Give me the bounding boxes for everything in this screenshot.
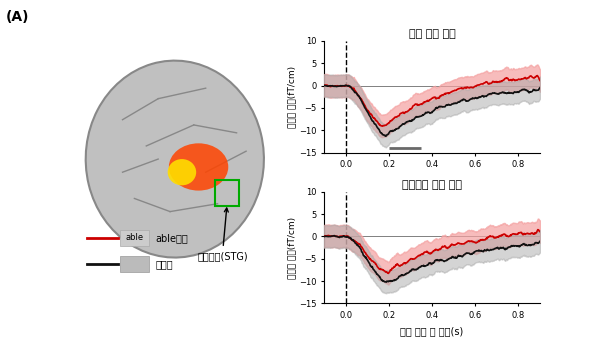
FancyBboxPatch shape [120,230,149,246]
Text: 노이즈: 노이즈 [156,259,173,269]
FancyBboxPatch shape [120,256,149,272]
Title: 정상 발달 아동: 정상 발달 아동 [409,29,455,39]
Y-axis label: 뇌자도 반응(fT/cm): 뇌자도 반응(fT/cm) [287,217,296,279]
Text: able: able [125,233,143,242]
Text: able단어: able단어 [156,233,188,243]
Text: 상측두회(STG): 상측두회(STG) [197,208,248,261]
Ellipse shape [167,159,196,186]
Title: 난독증을 가진 아동: 난독증을 가진 아동 [402,180,462,190]
X-axis label: 단어 제시 후 시간(s): 단어 제시 후 시간(s) [400,326,464,336]
Ellipse shape [86,61,264,257]
Ellipse shape [169,143,228,191]
Y-axis label: 뇌자도 반응(fT/cm): 뇌자도 반응(fT/cm) [287,66,296,128]
Text: (A): (A) [6,10,29,24]
